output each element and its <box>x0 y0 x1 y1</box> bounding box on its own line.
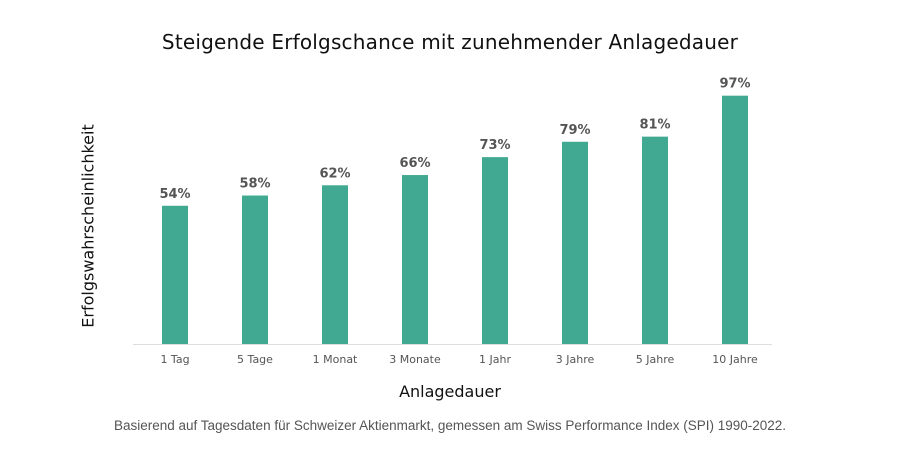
bar-4 <box>402 175 428 344</box>
data-label-8: 97% <box>719 77 750 92</box>
x-tick-label-7: 5 Jahre <box>636 353 675 366</box>
data-label-6: 79% <box>559 123 590 138</box>
bar-7 <box>642 136 668 344</box>
bar-1 <box>162 205 188 344</box>
bar-8 <box>722 95 748 345</box>
x-tick-label-4: 3 Monate <box>389 353 441 366</box>
data-label-2: 58% <box>239 177 270 192</box>
bar-6 <box>562 141 588 344</box>
x-tick-label-8: 10 Jahre <box>712 353 758 366</box>
x-tick-label-5: 1 Jahr <box>479 353 511 366</box>
bar-5 <box>482 157 508 344</box>
x-tick-label-1: 1 Tag <box>160 353 189 366</box>
x-tick-label-2: 5 Tage <box>237 353 273 366</box>
x-axis-label: Anlagedauer <box>399 382 501 401</box>
tick-labels-group: 1 Tag 5 Tage 1 Monat 3 Monate 1 Jahr 3 Jahre 5… <box>160 353 758 366</box>
data-label-5: 73% <box>479 138 510 153</box>
x-tick-label-3: 1 Monat <box>313 353 358 366</box>
value-labels-group: 54% 58% 62% 66% 73% 79% 81% 97% <box>159 77 750 202</box>
chart-title: Steigende Erfolgschance mit zunehmender … <box>161 30 739 54</box>
x-tick-label-6: 3 Jahre <box>556 353 595 366</box>
data-label-7: 81% <box>639 118 670 133</box>
data-label-1: 54% <box>159 187 190 202</box>
source-note: Basierend auf Tagesdaten für Schweizer A… <box>113 418 787 433</box>
bar-2 <box>242 195 268 344</box>
bars-group <box>162 95 748 345</box>
data-label-3: 62% <box>319 166 350 181</box>
data-label-4: 66% <box>399 156 430 171</box>
bar-3 <box>322 185 348 344</box>
